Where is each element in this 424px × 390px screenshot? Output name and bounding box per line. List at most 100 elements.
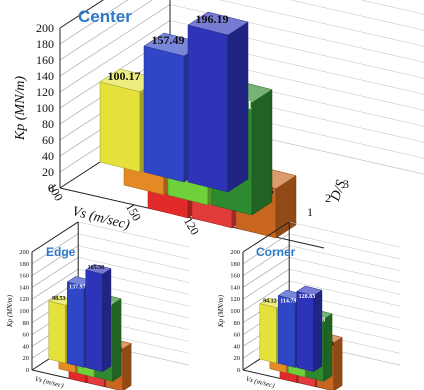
bar-side-face — [112, 298, 122, 382]
z-tick-label: 80 — [23, 320, 30, 327]
z-tick-label: 40 — [42, 149, 54, 163]
gridline — [219, 0, 424, 47]
bar-front-face — [67, 281, 85, 368]
bar-front-face — [99, 81, 141, 173]
chart-title: Corner — [256, 245, 296, 259]
axis-edge — [242, 221, 290, 253]
bar-front-face — [278, 295, 296, 368]
bar-front-face — [48, 300, 66, 364]
gridline — [242, 245, 290, 276]
z-tick-label: 60 — [42, 133, 54, 147]
bar-value-label: 157.49 — [152, 33, 185, 47]
gridline — [289, 245, 401, 272]
gridline — [78, 221, 190, 248]
z-tick-label: 0 — [237, 367, 240, 374]
z-tick-label: 200 — [230, 249, 240, 256]
bar-front-face — [296, 291, 314, 373]
bar-front-face — [85, 269, 103, 373]
z-tick-label: 60 — [23, 332, 30, 339]
bar-value-label: 98.53 — [52, 296, 66, 302]
gridline — [242, 268, 290, 300]
z-tick-label: 160 — [230, 273, 240, 280]
z-tick-label: 100 — [230, 308, 240, 315]
z-tick-label: 200 — [19, 249, 29, 256]
gridline — [289, 280, 401, 307]
y-tick-label: 3 — [343, 177, 349, 191]
gridline — [59, 0, 153, 61]
z-tick-label: 100 — [36, 101, 54, 115]
z-tick-label: 40 — [23, 343, 30, 350]
bar-value-label: 165.38 — [88, 265, 105, 271]
bar-front-face — [187, 24, 229, 193]
z-axis-label: Kp (MN/m) — [13, 76, 28, 142]
z-tick-label: 80 — [234, 320, 241, 327]
gridline — [31, 233, 79, 265]
z-tick-label: 40 — [234, 343, 241, 350]
bar-top-face — [187, 11, 249, 36]
z-tick-label: 0 — [26, 367, 29, 374]
axis-edge — [59, 0, 104, 29]
z-tick-label: 20 — [234, 355, 241, 362]
chart-title: Edge — [46, 245, 76, 259]
bar-value-label: 196.19 — [196, 12, 229, 26]
z-tick-label: 20 — [23, 355, 30, 362]
gridline — [31, 245, 79, 276]
bar-side-face — [333, 336, 343, 390]
z-tick-label: 140 — [230, 284, 240, 291]
bar-top-face — [296, 285, 323, 296]
y-tick-label: 2 — [325, 191, 331, 205]
bar-value-label: 114.79 — [280, 298, 296, 304]
gridline — [78, 257, 190, 283]
z-tick-label: 160 — [19, 273, 29, 280]
gridline — [78, 245, 190, 272]
z-tick-label: 120 — [19, 296, 29, 303]
gridline — [59, 4, 171, 77]
z-tick-label: 100 — [19, 308, 29, 315]
gridline — [59, 20, 171, 93]
gridline — [59, 0, 129, 45]
bar-side-face — [102, 268, 112, 373]
gridline — [242, 280, 290, 312]
z-tick-label: 140 — [19, 284, 29, 291]
z-tick-label: 20 — [42, 165, 54, 179]
z-tick-label: 180 — [19, 261, 29, 268]
gridline — [289, 257, 401, 283]
y-tick-label: 1 — [307, 205, 313, 219]
gridline — [31, 257, 79, 288]
gridline — [289, 0, 424, 31]
gridline — [242, 233, 290, 265]
bar: 128.83 — [296, 285, 323, 373]
z-tick-label: 60 — [234, 332, 241, 339]
z-tick-label: 0 — [48, 181, 54, 195]
z-tick-label: 120 — [36, 85, 54, 99]
bar-value-label: 100.17 — [108, 69, 141, 83]
bar: 196.19 — [187, 11, 249, 193]
bar-side-face — [313, 289, 323, 373]
bar-value-label: 94.12 — [263, 299, 277, 305]
z-tick-label: 160 — [36, 53, 54, 67]
gridline — [78, 233, 190, 260]
z-axis-label: Kp (MN/m) — [6, 294, 14, 328]
chart-title: Center — [78, 7, 132, 26]
bar-front-face — [143, 45, 185, 183]
bar-side-face — [122, 342, 132, 390]
gridline — [242, 257, 290, 288]
y-axis-label: D/S — [328, 178, 350, 204]
bar-value-label: 137.97 — [69, 285, 86, 291]
z-tick-label: 180 — [36, 37, 54, 51]
z-tick-label: 120 — [230, 296, 240, 303]
bar-side-face — [227, 21, 249, 193]
bar: 165.38 — [85, 264, 112, 373]
axis-edge — [31, 221, 79, 253]
z-tick-label: 180 — [230, 261, 240, 268]
z-axis-label: Kp (MN/m) — [217, 294, 225, 328]
gridline — [31, 268, 79, 300]
gridline — [360, 0, 424, 15]
bar-side-face — [323, 313, 333, 382]
bar-top-face — [85, 264, 112, 275]
gridline — [289, 268, 401, 295]
